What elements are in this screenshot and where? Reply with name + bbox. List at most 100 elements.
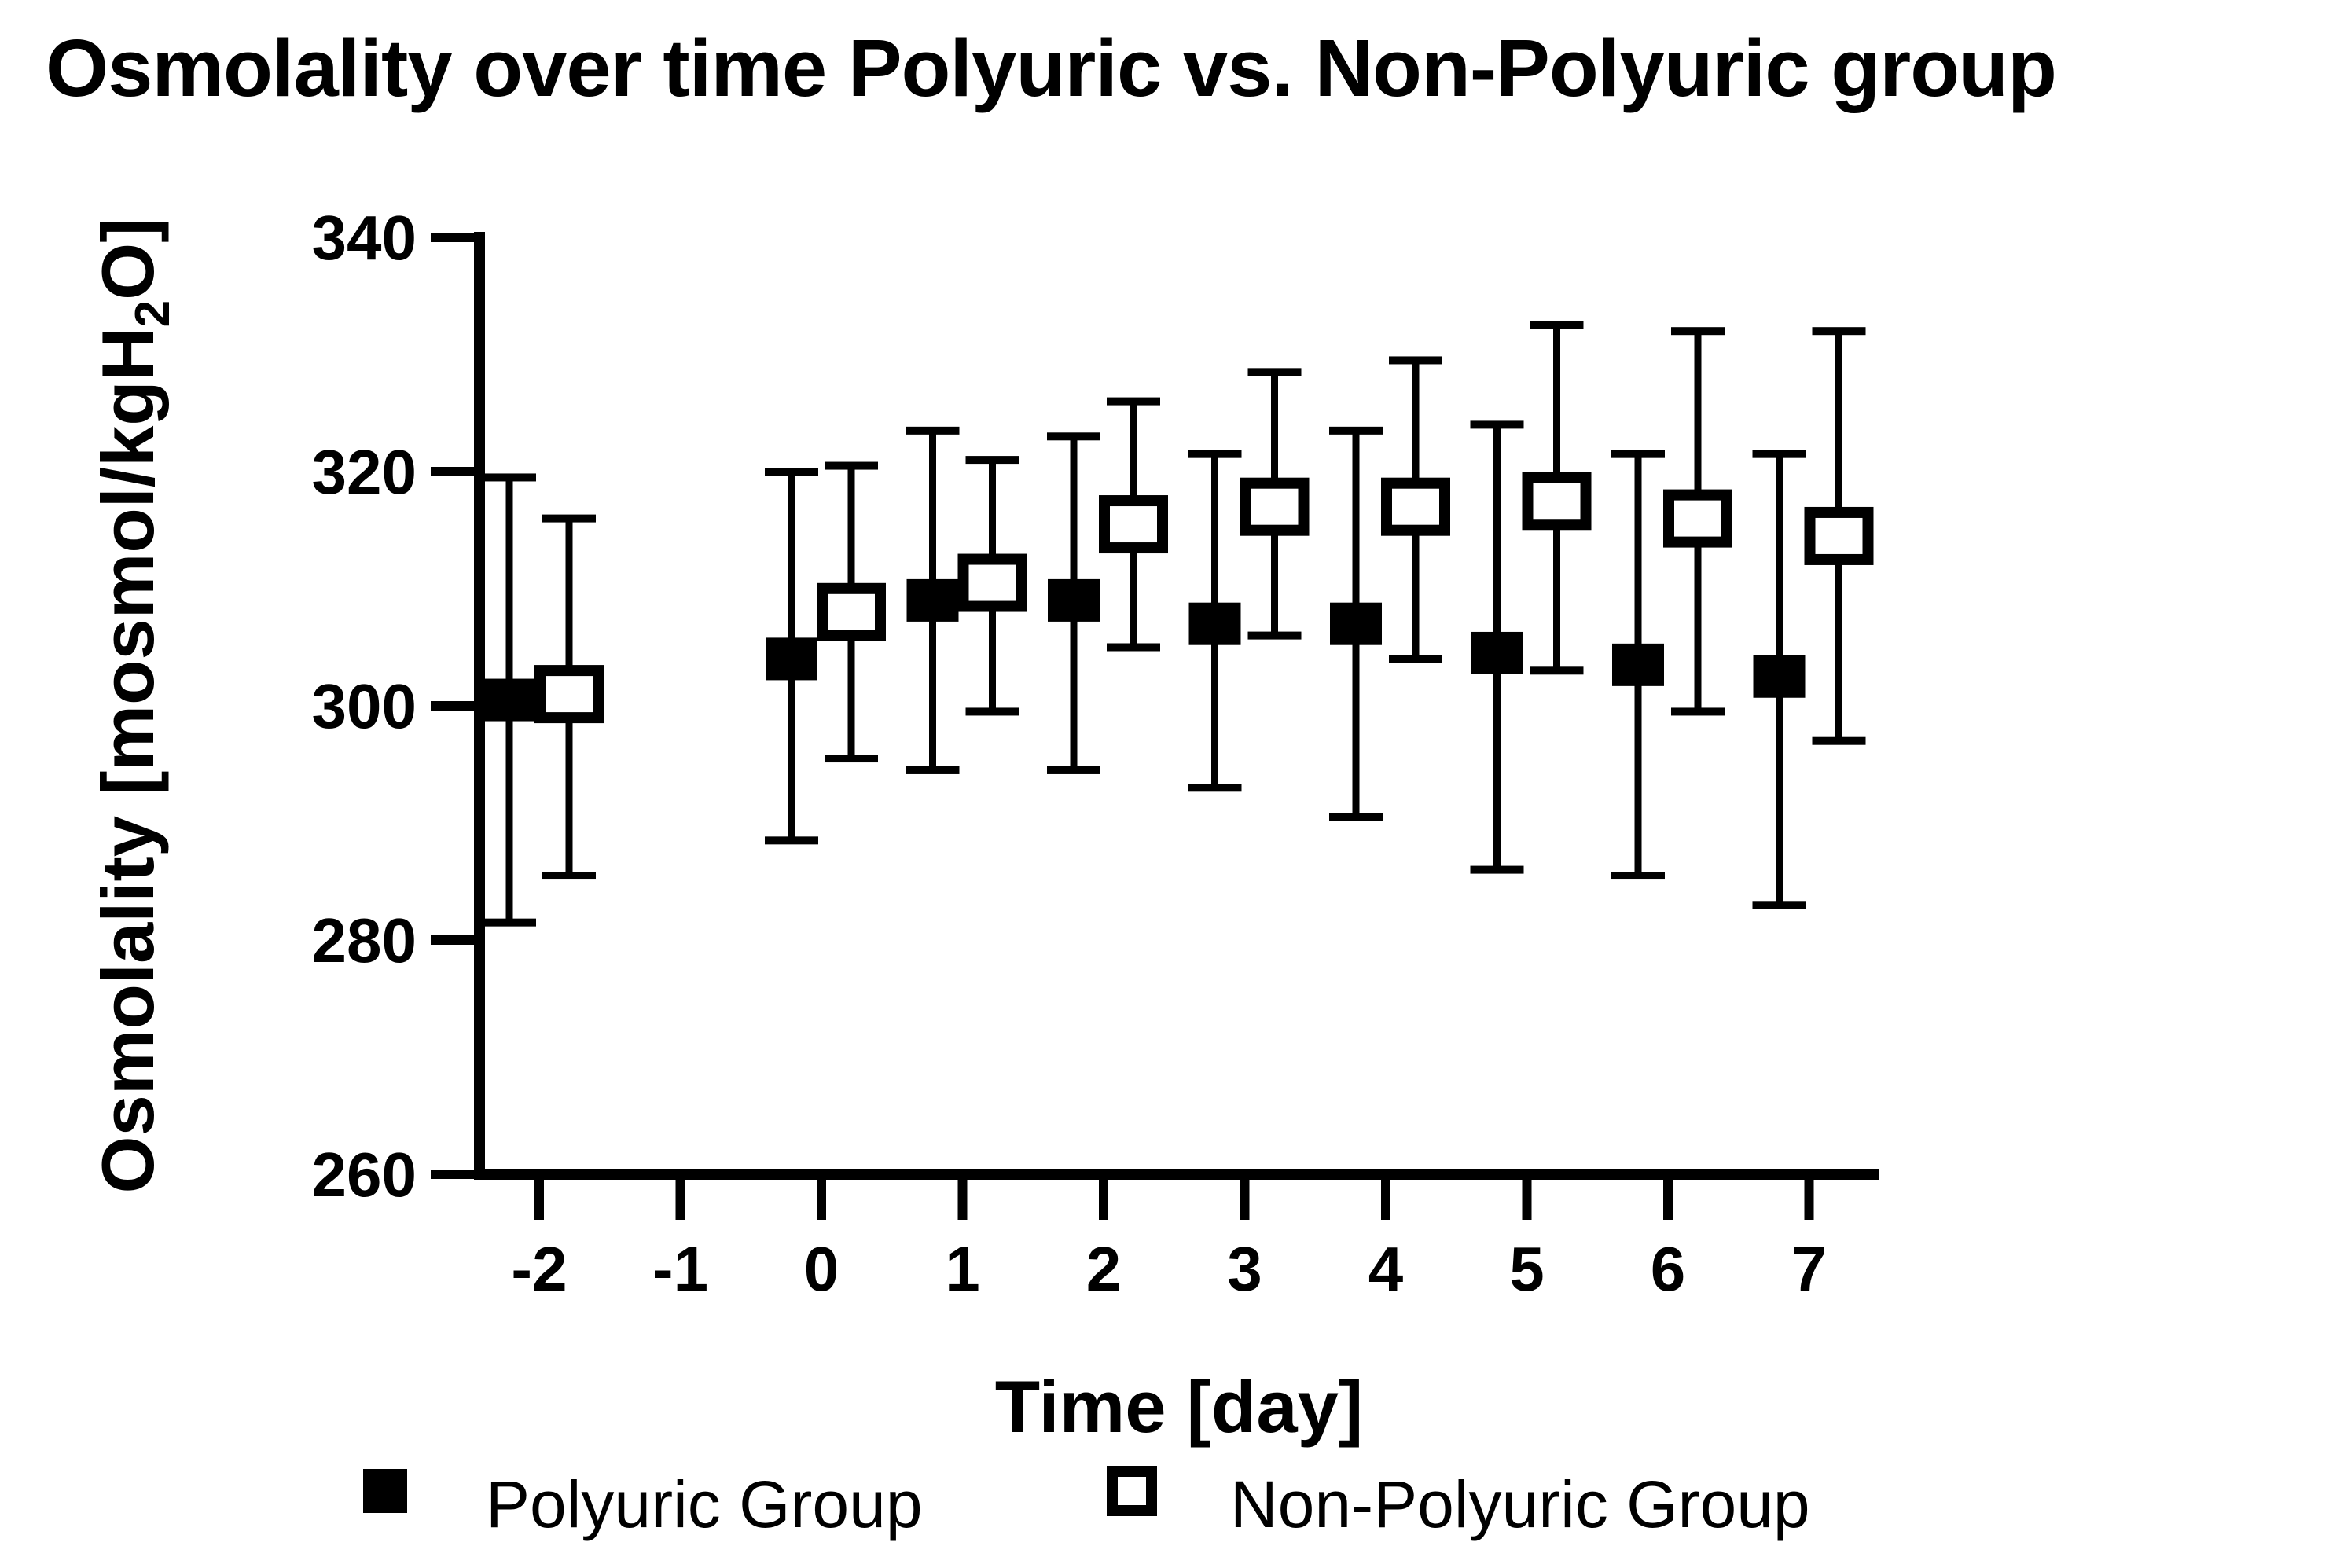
y-tick — [431, 467, 479, 476]
filled-square-marker — [906, 578, 959, 622]
x-tick — [1804, 1174, 1814, 1220]
error-bar-lower-cap — [765, 836, 818, 845]
open-square-marker — [1099, 495, 1168, 554]
open-square-marker — [1804, 506, 1874, 565]
y-tick — [431, 701, 479, 711]
data-point-group — [1381, 356, 1450, 663]
error-bar-upper-cap — [825, 461, 878, 470]
error-bar-upper-cap — [1752, 450, 1806, 458]
error-bar-upper-cap — [1107, 397, 1160, 406]
x-tick — [1240, 1174, 1250, 1220]
y-tick-label: 280 — [312, 905, 417, 975]
error-bar-upper-cap — [1389, 356, 1442, 365]
filled-square-icon — [363, 1469, 407, 1513]
error-bar-lower-cap — [1470, 865, 1524, 874]
error-bar-lower-cap — [906, 766, 960, 774]
filled-square-marker — [1330, 602, 1382, 645]
data-point-group — [1611, 450, 1665, 880]
x-tick-label: 5 — [1509, 1234, 1545, 1304]
data-point-group — [1804, 327, 1874, 745]
error-bar-upper-cap — [765, 468, 818, 476]
error-bar-lower-cap — [1389, 655, 1442, 663]
y-axis-title-pre: Osmolality [mosmol/kgH — [86, 327, 169, 1193]
data-point-group — [1240, 368, 1310, 640]
x-tick-label: -1 — [652, 1234, 708, 1304]
x-tick-label: 3 — [1227, 1234, 1262, 1304]
data-point-group — [1047, 432, 1100, 774]
error-bar-upper-cap — [965, 456, 1019, 465]
chart-title: Osmolality over time Polyuric vs. Non-Po… — [46, 23, 2056, 113]
y-tick-label: 300 — [312, 671, 417, 741]
open-square-marker — [1522, 472, 1592, 531]
x-tick — [675, 1174, 685, 1220]
x-axis-title: Time [day] — [995, 1365, 1363, 1448]
x-tick — [1099, 1174, 1108, 1220]
y-tick-label: 260 — [312, 1140, 417, 1210]
legend-label-non-polyuric: Non-Polyuric Group — [1230, 1467, 1810, 1541]
open-square-marker — [957, 553, 1027, 612]
y-tick — [431, 935, 479, 945]
x-tick-label: 0 — [804, 1234, 839, 1304]
open-square-marker — [1381, 477, 1450, 536]
x-tick-label: 4 — [1368, 1234, 1404, 1304]
error-bar-lower-cap — [1047, 766, 1100, 774]
data-point-group — [1188, 450, 1242, 792]
filled-square-marker — [483, 678, 535, 722]
filled-square-marker — [1188, 602, 1241, 645]
y-tick-label: 340 — [312, 203, 417, 273]
data-point-group — [1752, 450, 1806, 909]
error-bar-lower-cap — [1188, 784, 1242, 792]
axes: 340 320 300 280 260 -2 -1 0 1 2 3 4 5 6 7 — [312, 203, 1879, 1304]
data-point-group — [1099, 397, 1168, 652]
data-point-group — [906, 426, 960, 774]
x-tick-label: 6 — [1651, 1234, 1686, 1304]
open-square-marker — [817, 582, 886, 641]
x-tick-label: 2 — [1086, 1234, 1122, 1304]
data-point-group — [765, 468, 818, 845]
open-square-marker — [1663, 489, 1732, 548]
error-bar-upper-cap — [483, 473, 536, 482]
data-point-group — [1329, 426, 1383, 821]
data-point-group — [483, 473, 536, 927]
error-bar-lower-cap — [542, 872, 596, 880]
data-point-group — [817, 461, 886, 763]
error-bar-upper-cap — [1530, 321, 1584, 329]
y-tick — [431, 233, 479, 242]
data-point-group — [1470, 420, 1524, 874]
open-square-marker — [1240, 477, 1310, 536]
error-bar-upper-cap — [906, 426, 960, 435]
error-bar-upper-cap — [1247, 368, 1302, 376]
x-tick — [957, 1174, 968, 1220]
error-bar-lower-cap — [1812, 736, 1866, 745]
plot-area — [483, 321, 1874, 927]
filled-square-marker — [1753, 655, 1806, 698]
filled-square-marker — [766, 637, 817, 681]
y-tick-label: 320 — [312, 437, 417, 507]
x-tick — [534, 1174, 544, 1220]
error-bar-upper-cap — [1470, 420, 1524, 429]
legend-label-polyuric: Polyuric Group — [486, 1467, 923, 1541]
y-axis-title-sub: 2 — [126, 300, 180, 327]
error-bar-lower-cap — [825, 755, 878, 763]
y-axis-title-post: O] — [86, 218, 169, 299]
data-point-group — [534, 514, 604, 880]
x-tick — [817, 1174, 826, 1220]
y-tick — [431, 1170, 479, 1179]
x-tick — [1381, 1174, 1390, 1220]
data-point-group — [957, 456, 1027, 716]
x-tick-label: 7 — [1791, 1234, 1827, 1304]
error-bar-lower-cap — [1611, 872, 1665, 880]
y-axis-title: Osmolality [mosmol/kgH2O] — [86, 218, 180, 1193]
error-bar-upper-cap — [1812, 327, 1866, 336]
x-axis-ticks: -2 -1 0 1 2 3 4 5 6 7 — [511, 1174, 1827, 1304]
x-tick-label: -2 — [511, 1234, 567, 1304]
error-bar-lower-cap — [1329, 813, 1383, 821]
error-bar-upper-cap — [1329, 426, 1383, 435]
error-bar-lower-cap — [1107, 643, 1160, 652]
open-square-icon — [1107, 1466, 1157, 1516]
error-bar-lower-cap — [483, 918, 536, 927]
error-bar-upper-cap — [1671, 327, 1725, 336]
data-point-group — [1663, 327, 1732, 716]
